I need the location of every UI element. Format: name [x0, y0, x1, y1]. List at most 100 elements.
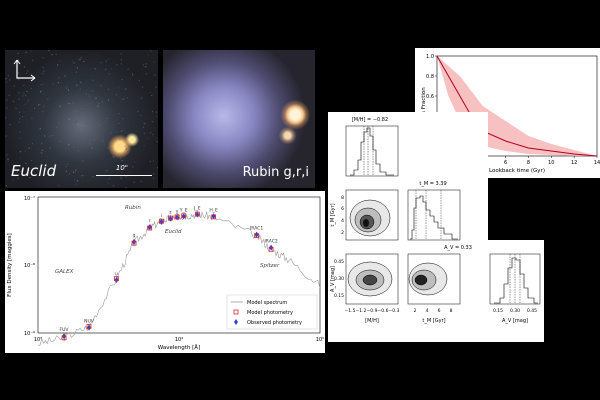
mf-ylabel: Mass Fraction: [421, 87, 427, 125]
survey-label-spitzer: Spitzer: [260, 263, 280, 269]
hist-av: A_V = 0.33: [444, 245, 472, 251]
sed-xlabel: Wavelength [Å]: [158, 344, 200, 351]
hist-tm: t_M = 3.39: [407, 181, 461, 241]
legend-spectrum: Model spectrum: [247, 300, 287, 306]
contour-av-tm: [407, 253, 461, 305]
band-label: NUV: [84, 319, 95, 325]
observed-photometry-point: [87, 324, 92, 331]
euclid-label: Euclid: [11, 162, 57, 180]
model-spectrum-line: [37, 210, 321, 346]
observed-photometry-point: [211, 213, 216, 220]
xtick-av: 0.45: [527, 308, 537, 314]
title-tm: t_M = 3.39: [419, 181, 446, 187]
title-av: A_V = 0.33: [444, 245, 472, 251]
sed-panel: Flux Density [maggies] Wavelength [Å] 10…: [5, 191, 325, 353]
mf-xtick: 6: [504, 160, 507, 166]
observed-photometry-point: [147, 224, 152, 231]
sed-ytick: 10⁻⁸: [24, 263, 35, 269]
sed-axes-frame: [37, 196, 321, 334]
mf-xlabel: Lookback time (Gyr): [489, 168, 545, 174]
observed-photometry-point: [254, 231, 259, 238]
observed-photometry-point: [114, 277, 119, 284]
band-label: y: [176, 209, 179, 214]
band-label: FUV: [60, 327, 70, 333]
mf-xtick: 8: [527, 160, 530, 166]
mf-xtick: 12: [571, 160, 577, 166]
title-mh: [M/H] = −0.82: [352, 117, 388, 123]
legend-observed: Observed photometry: [247, 320, 302, 326]
rubin-label: Rubin g,r,i: [242, 165, 309, 180]
scale-label: 10": [115, 164, 128, 172]
observed-photometry-point: [132, 238, 137, 245]
mf-ytick: 0.6: [426, 94, 434, 100]
sed-chart: Flux Density [maggies] Wavelength [Å] 10…: [7, 196, 324, 351]
mf-ytick: 1.0: [426, 54, 434, 60]
xtick-tm: 2: [414, 308, 417, 314]
sed-xtick: 10⁵: [316, 337, 324, 343]
model-photometry-point: [174, 214, 180, 220]
survey-label-euclid: Euclid: [165, 229, 182, 235]
mf-median-line: [436, 55, 598, 157]
xtick-mh: −1.5: [345, 308, 356, 314]
ytick-tm: 6: [341, 206, 344, 212]
xtick-av: 0.15: [493, 308, 503, 314]
ytick-tm: 2: [341, 230, 344, 236]
contour-tm-mh: [345, 189, 399, 241]
sed-ylabel: Flux Density [maggies]: [7, 233, 13, 297]
hist-mh: [M/H] = −0.82: [345, 117, 399, 177]
compass-arrow-icon: [16, 60, 35, 79]
legend-model: Model photometry: [247, 310, 293, 316]
band-label: g: [133, 234, 136, 239]
observed-photometry-point: [159, 218, 164, 225]
model-photometry-point: [194, 211, 200, 217]
model-photometry-point: [211, 214, 217, 220]
sed-xtick: 10⁴: [175, 337, 183, 343]
sed-xtick: 10³: [34, 337, 42, 343]
model-photometry-point: [114, 276, 119, 282]
ytick-av: 0.15: [334, 293, 344, 299]
band-label: Y_E: [179, 207, 188, 213]
ytick-av: 0.45: [334, 259, 344, 265]
ylabel-av: A_V [mag]: [330, 266, 336, 292]
rubin-image: Rubin g,r,i: [163, 50, 315, 188]
ylabel-tm: t_M [Gyr]: [330, 203, 336, 226]
band-label: J_E: [193, 206, 201, 212]
xtick-tm: 6: [438, 308, 441, 314]
mf-ytick: 0.8: [426, 74, 434, 80]
mf-axes-frame: [436, 55, 598, 157]
band-label: IRAC1: [250, 226, 263, 232]
band-label: IRAC2: [264, 239, 277, 245]
xtick-tm: 8: [450, 308, 453, 314]
survey-label-rubin: Rubin: [125, 205, 141, 211]
corner-plot-panel: [M/H] = −0.82 t_M = 3.39: [328, 112, 488, 342]
model-photometry-point: [131, 240, 137, 246]
model-photometry-point: [147, 225, 153, 231]
xtick-mh: −0.9: [367, 308, 378, 314]
model-photometry-point: [158, 218, 164, 224]
sed-legend: Model spectrum Model photometry Observed…: [226, 294, 318, 330]
xtick-tm: 4: [426, 308, 429, 314]
observed-photometry-point: [168, 215, 173, 222]
xtick-mh: −0.6: [378, 308, 389, 314]
ytick-tm: 8: [341, 195, 344, 201]
euclid-noise: [5, 50, 158, 188]
survey-label-galex: GALEX: [55, 269, 74, 275]
model-photometry-point: [268, 246, 274, 252]
xlabel-tm: t_M [Gyr]: [422, 318, 445, 324]
xtick-mh: −1.2: [356, 308, 367, 314]
sed-ytick: 10⁻⁷: [24, 196, 35, 202]
xtick-av: 0.30: [510, 308, 520, 314]
model-photometry-point: [254, 233, 259, 239]
band-label: H_E: [209, 207, 218, 213]
model-photometry-point: [181, 213, 187, 219]
xlabel-av: A_V [mag]: [502, 318, 528, 324]
euclid-image: 10" Euclid: [5, 50, 158, 188]
xtick-mh: −0.3: [389, 308, 400, 314]
xlabel-mh: [M/H]: [365, 318, 379, 324]
scale-bar: [96, 175, 152, 176]
ytick-tm: 4: [341, 218, 344, 224]
model-photometry-point: [86, 324, 92, 329]
corner-plot: [M/H] = −0.82 t_M = 3.39: [330, 117, 472, 324]
mf-xtick: 14: [594, 160, 600, 166]
ytick-av: 0.30: [334, 276, 344, 282]
